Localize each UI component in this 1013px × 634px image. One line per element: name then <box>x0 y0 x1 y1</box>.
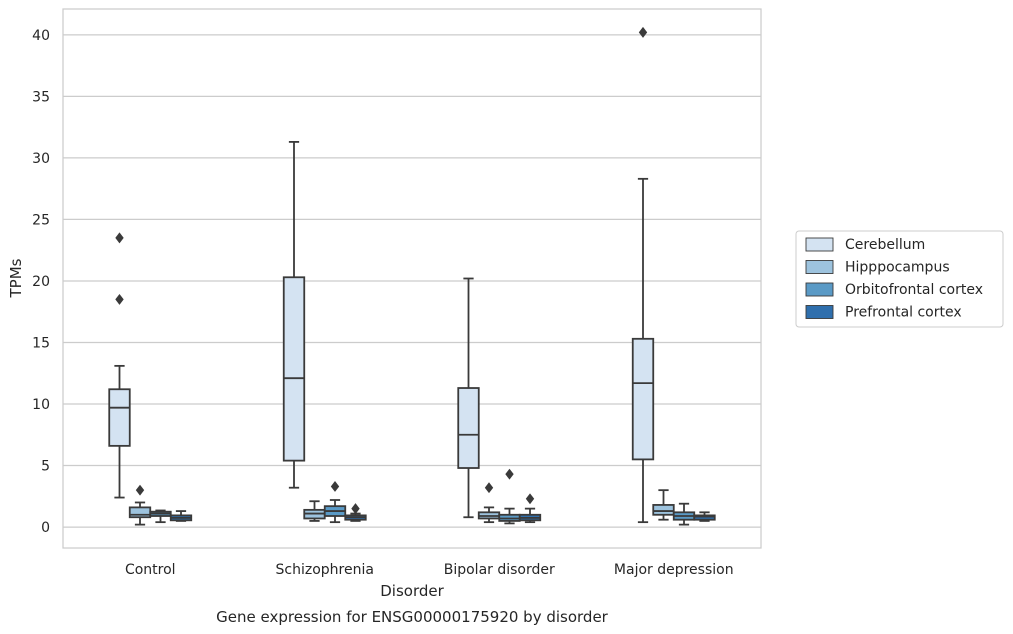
y-tick-label: 25 <box>32 212 50 228</box>
outlier-point <box>330 481 340 492</box>
legend-swatch <box>805 305 834 319</box>
box-major-depression <box>672 502 696 526</box>
box-schizophrenia <box>303 500 326 522</box>
iqr-box <box>457 387 480 469</box>
y-tick-label: 40 <box>32 28 50 44</box>
outlier-point <box>135 484 145 496</box>
series-prefrontal-cortex <box>169 493 716 524</box>
x-axis-label: Disorder <box>380 582 444 600</box>
x-tick-label: Schizophrenia <box>276 562 374 578</box>
y-axis-label: TPMs <box>7 258 25 298</box>
outlier-point <box>505 468 514 480</box>
iqr-box <box>282 276 306 462</box>
legend-swatch <box>805 260 834 274</box>
box-bipolar-disorder <box>518 493 542 524</box>
box-major-depression <box>693 511 716 522</box>
box-bipolar-disorder <box>477 482 501 524</box>
box-plot-series <box>108 26 716 526</box>
y-tick-label: 10 <box>32 397 50 413</box>
outlier-point <box>351 503 360 515</box>
x-tick-label: Control <box>125 562 176 578</box>
y-tick-label: 15 <box>32 335 50 351</box>
y-tick-label: 5 <box>41 459 50 475</box>
iqr-box <box>108 388 131 447</box>
box-major-depression <box>652 489 675 521</box>
legend: Cerebellum Hipppocampus Orbitofrontal cort… <box>795 230 1004 328</box>
outlier-point <box>638 26 648 38</box>
iqr-box <box>128 506 152 519</box>
outlier-point <box>115 232 124 244</box>
box-major-depression <box>631 26 655 524</box>
iqr-box <box>631 337 655 461</box>
chart-caption: Gene expression for ENSG00000175920 by d… <box>216 608 609 626</box>
legend-label: Hipppocampus <box>845 260 950 276</box>
legend-label: Orbitofrontal cortex <box>845 282 983 298</box>
box-bipolar-disorder <box>457 277 480 519</box>
y-tick-label: 0 <box>41 520 50 536</box>
y-tick-label: 30 <box>32 151 50 167</box>
box-schizophrenia <box>282 141 306 489</box>
iqr-box <box>693 514 716 521</box>
legend-label: Prefrontal cortex <box>845 305 962 321</box>
legend-swatch <box>805 237 834 252</box>
series-orbitofrontal-cortex <box>149 468 696 526</box>
box-bipolar-disorder <box>498 468 521 525</box>
y-axis-ticks: 0 5 10 15 20 25 30 35 40 <box>32 28 50 536</box>
series-hipppocampus <box>128 482 675 526</box>
box-schizophrenia <box>323 481 347 524</box>
grid-lines <box>63 34 761 528</box>
outlier-point <box>115 293 124 305</box>
outlier-point <box>525 493 535 505</box>
plot-area-frame <box>62 8 762 549</box>
legend-label: Cerebellum <box>845 237 925 253</box>
box-schizophrenia <box>344 503 367 522</box>
series-cerebellum <box>108 26 655 524</box>
box-control <box>128 484 152 526</box>
box-control <box>149 509 172 524</box>
y-tick-label: 20 <box>32 274 50 290</box>
x-axis-ticks: Control Schizophrenia Bipolar disorder Majo… <box>125 562 734 578</box>
outlier-point <box>484 482 494 494</box>
legend-frame <box>795 230 1004 328</box>
box-control <box>169 510 193 522</box>
x-tick-label: Major depression <box>614 562 734 578</box>
legend-swatch <box>805 282 834 297</box>
iqr-box <box>652 504 675 516</box>
y-tick-label: 35 <box>32 89 50 105</box>
box-control <box>108 232 131 499</box>
x-tick-label: Bipolar disorder <box>444 562 555 578</box>
legend-items: Cerebellum Hipppocampus Orbitofrontal cort… <box>805 237 983 321</box>
